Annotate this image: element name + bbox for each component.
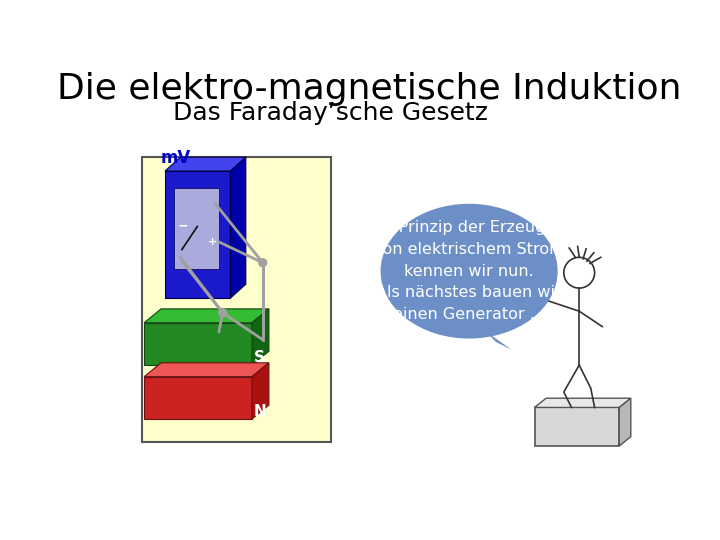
Text: Die elektro-magnetische Induktion: Die elektro-magnetische Induktion xyxy=(57,72,681,106)
Text: S: S xyxy=(254,350,265,365)
FancyBboxPatch shape xyxy=(534,408,619,446)
Polygon shape xyxy=(165,157,246,171)
Polygon shape xyxy=(174,188,219,269)
Text: mV: mV xyxy=(161,149,192,167)
Polygon shape xyxy=(485,330,511,350)
FancyBboxPatch shape xyxy=(142,157,330,442)
Polygon shape xyxy=(144,377,252,419)
Text: Das Prinzip der Erzeugung
von elektrischem Strom
kennen wir nun.
Als nächstes ba: Das Prinzip der Erzeugung von elektrisch… xyxy=(363,220,576,322)
Polygon shape xyxy=(252,309,269,365)
Circle shape xyxy=(218,308,228,318)
Polygon shape xyxy=(230,157,246,298)
Ellipse shape xyxy=(381,204,558,339)
Polygon shape xyxy=(619,398,631,446)
Polygon shape xyxy=(534,398,631,408)
Polygon shape xyxy=(144,323,252,365)
Polygon shape xyxy=(165,171,230,298)
Text: −: − xyxy=(178,220,189,233)
Polygon shape xyxy=(144,309,269,323)
Text: Das Faraday’sche Gesetz: Das Faraday’sche Gesetz xyxy=(173,100,488,125)
Polygon shape xyxy=(144,363,269,377)
Text: N: N xyxy=(253,404,266,419)
Text: +: + xyxy=(208,237,217,247)
Polygon shape xyxy=(252,363,269,419)
Circle shape xyxy=(258,258,267,267)
